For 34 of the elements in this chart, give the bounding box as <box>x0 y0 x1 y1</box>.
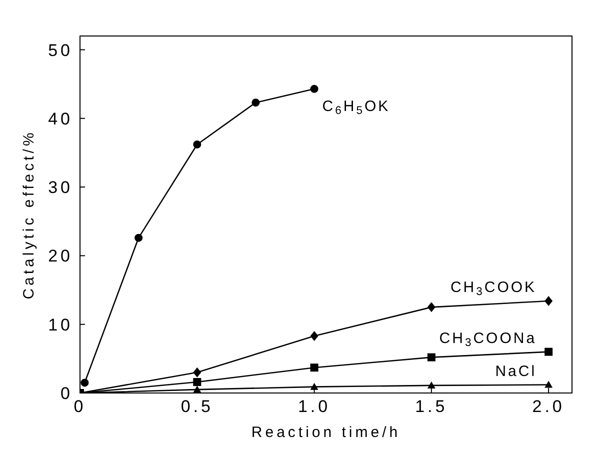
series-label: CH$_{3}$COOK <box>450 279 537 298</box>
series-label: NaCl <box>495 362 537 380</box>
series-label: CH$_{3}$COONa <box>439 330 537 349</box>
x-axis-title: Reaction time/h <box>251 424 401 441</box>
point <box>310 331 318 342</box>
point <box>427 353 436 362</box>
x-tick-label: 1.0 <box>298 397 331 416</box>
point <box>544 380 553 388</box>
point <box>134 234 143 242</box>
point <box>80 378 89 387</box>
point <box>427 381 436 388</box>
y-tick-label: 20 <box>48 246 73 266</box>
y-tick-label: 0 <box>60 384 73 404</box>
y-tick-label: 50 <box>48 40 73 60</box>
point <box>427 302 436 312</box>
point <box>544 296 553 306</box>
x-tick-label: 0 <box>74 397 86 416</box>
x-tick-label: 0.5 <box>180 397 214 416</box>
point <box>310 84 318 93</box>
point <box>310 382 318 390</box>
series-label: C$_{6}$H$_{5}$OK <box>322 98 390 117</box>
x-tick-label: 2.0 <box>532 397 565 416</box>
point <box>310 364 318 372</box>
point <box>252 98 260 107</box>
point <box>193 378 202 386</box>
y-tick-label: 30 <box>48 178 73 198</box>
x-tick-label: 1.5 <box>415 397 448 416</box>
y-tick-label: 40 <box>48 109 73 128</box>
point <box>193 140 202 148</box>
point <box>193 386 202 393</box>
point <box>544 348 553 356</box>
y-tick-label: 10 <box>48 315 73 334</box>
y-axis-title: Catalytic effect/% <box>20 130 38 300</box>
point <box>193 367 202 378</box>
